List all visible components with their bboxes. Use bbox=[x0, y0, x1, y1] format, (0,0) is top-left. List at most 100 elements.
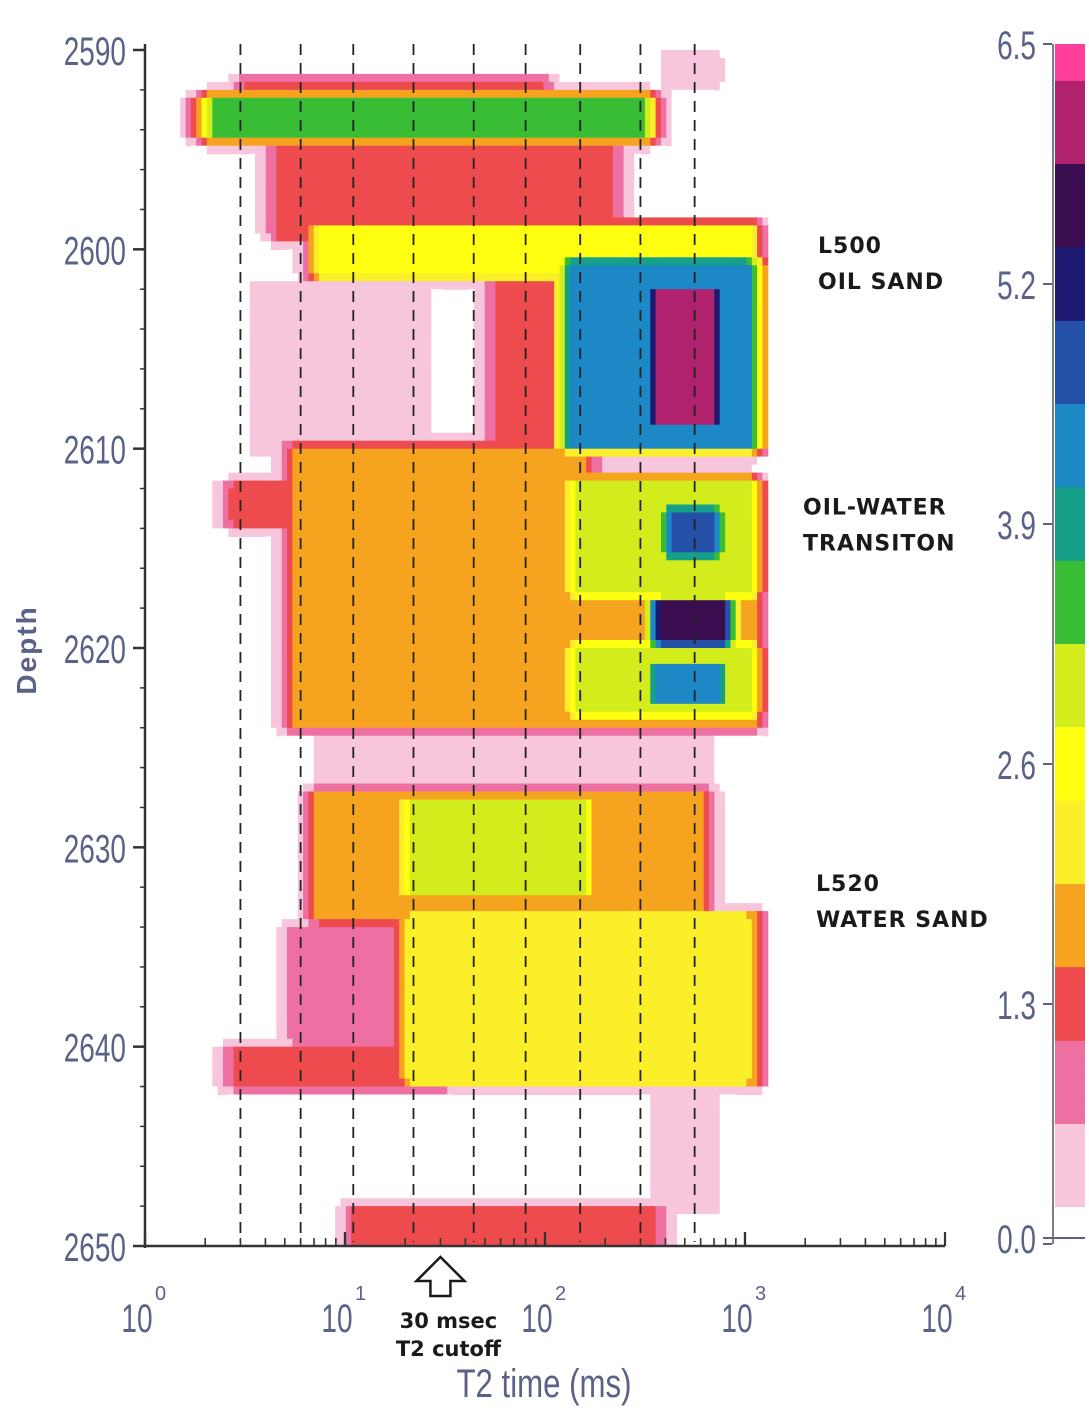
heatmap-cell bbox=[623, 185, 635, 195]
heatmap-cell bbox=[570, 281, 753, 290]
colorbar-swatch bbox=[1055, 274, 1085, 285]
heatmap-cell bbox=[345, 1222, 352, 1231]
heatmap-cell bbox=[233, 1062, 400, 1072]
colorbar-swatch bbox=[1055, 505, 1085, 516]
heatmap-cell bbox=[308, 903, 315, 912]
axes bbox=[133, 44, 947, 1248]
heatmap-cell bbox=[287, 911, 299, 920]
heatmap-cell bbox=[292, 257, 304, 266]
heatmap-cell bbox=[303, 831, 309, 840]
heatmap-cell bbox=[281, 640, 288, 649]
heatmap-cell bbox=[335, 1238, 347, 1247]
heatmap-cell bbox=[757, 480, 763, 490]
colorbar-swatch bbox=[1055, 560, 1085, 571]
heatmap-cell bbox=[661, 137, 673, 147]
heatmap-cell bbox=[281, 544, 288, 553]
heatmap-cell bbox=[271, 919, 283, 928]
heatmap-cell bbox=[714, 321, 721, 330]
heatmap-cell bbox=[308, 839, 315, 848]
heatmap-cell bbox=[185, 97, 192, 107]
heatmap-cell bbox=[570, 392, 651, 402]
heatmap-cell bbox=[190, 129, 197, 139]
heatmap-cell bbox=[666, 504, 715, 514]
x-tick-exponent: 2 bbox=[555, 1283, 566, 1305]
heatmap-cell bbox=[409, 879, 587, 888]
y-tick-label: 2640 bbox=[64, 1027, 126, 1071]
heatmap-cell bbox=[308, 895, 315, 904]
heatmap-cell bbox=[751, 998, 758, 1008]
heatmap-cell bbox=[757, 1030, 763, 1040]
annotation-label: L520 bbox=[816, 872, 880, 897]
heatmap-cell bbox=[431, 305, 443, 314]
heatmap-cell bbox=[276, 935, 288, 944]
heatmap-cell bbox=[292, 703, 566, 713]
heatmap-cell bbox=[570, 695, 577, 705]
heatmap-cell bbox=[554, 392, 560, 402]
heatmap-cell bbox=[431, 376, 443, 386]
heatmap-cell bbox=[431, 400, 443, 410]
heatmap-cell bbox=[757, 432, 763, 442]
heatmap-cell bbox=[575, 584, 753, 593]
heatmap-cell bbox=[719, 687, 726, 697]
heatmap-cell bbox=[265, 640, 272, 649]
heatmap-cell bbox=[751, 368, 758, 378]
heatmap-cell bbox=[276, 217, 758, 226]
heatmap-cell bbox=[655, 695, 721, 705]
heatmap-cell bbox=[650, 1126, 721, 1135]
heatmap-cell bbox=[751, 1022, 758, 1032]
heatmap-cell bbox=[185, 137, 197, 147]
heatmap-cell bbox=[757, 1046, 763, 1056]
heatmap-cell bbox=[751, 345, 758, 354]
heatmap-cell bbox=[281, 464, 288, 474]
heatmap-cell bbox=[281, 632, 288, 641]
heatmap-cell bbox=[634, 193, 641, 203]
heatmap-cell bbox=[495, 432, 555, 442]
heatmap-cell bbox=[495, 305, 555, 314]
heatmap-cell bbox=[735, 600, 742, 609]
heatmap-cell bbox=[757, 305, 763, 314]
heatmap-cell bbox=[714, 512, 721, 522]
heatmap-cell bbox=[714, 384, 721, 394]
heatmap-cell bbox=[196, 113, 203, 123]
heatmap-cell bbox=[666, 97, 673, 107]
heatmap-cell bbox=[265, 608, 272, 617]
heatmap-cell bbox=[570, 687, 577, 697]
heatmap-cell bbox=[313, 759, 715, 769]
heatmap-cell bbox=[655, 353, 715, 362]
heatmap-cell bbox=[559, 297, 566, 306]
heatmap-cell bbox=[249, 353, 432, 362]
heatmap-cell bbox=[393, 927, 400, 936]
heatmap-cell bbox=[399, 998, 406, 1008]
heatmap-cell bbox=[671, 129, 683, 139]
heatmap-cell bbox=[271, 560, 283, 569]
heatmap-cell bbox=[313, 855, 400, 864]
heatmap-cell bbox=[639, 1134, 651, 1143]
heatmap-cell bbox=[730, 616, 737, 625]
heatmap-cell bbox=[661, 520, 667, 529]
heatmap-cell bbox=[762, 1046, 769, 1056]
heatmap-cell bbox=[474, 289, 486, 298]
heatmap-cell bbox=[714, 895, 726, 904]
heatmap-cell bbox=[639, 1126, 651, 1135]
heatmap-cell bbox=[564, 671, 571, 681]
heatmap-cell bbox=[249, 392, 432, 402]
heatmap-cell bbox=[762, 297, 769, 306]
heatmap-cell bbox=[751, 440, 758, 450]
heatmap-cell bbox=[757, 943, 763, 952]
heatmap-cell bbox=[762, 616, 769, 625]
heatmap-cell bbox=[757, 281, 763, 290]
colorbar-swatch bbox=[1055, 440, 1085, 451]
heatmap-cell bbox=[468, 329, 475, 338]
heatmap-cell bbox=[554, 305, 560, 314]
heatmap-cell bbox=[308, 241, 315, 250]
heatmap-cell bbox=[757, 249, 763, 258]
heatmap-cell bbox=[714, 847, 726, 856]
heatmap-cell bbox=[474, 392, 486, 402]
heatmap-cell bbox=[655, 376, 715, 386]
heatmap-cell bbox=[762, 568, 769, 577]
colorbar-swatch bbox=[1055, 985, 1085, 996]
heatmap-cell bbox=[559, 305, 566, 314]
heatmap-cell bbox=[719, 353, 753, 362]
heatmap-cell bbox=[228, 1094, 454, 1104]
heatmap-cell bbox=[287, 951, 395, 960]
